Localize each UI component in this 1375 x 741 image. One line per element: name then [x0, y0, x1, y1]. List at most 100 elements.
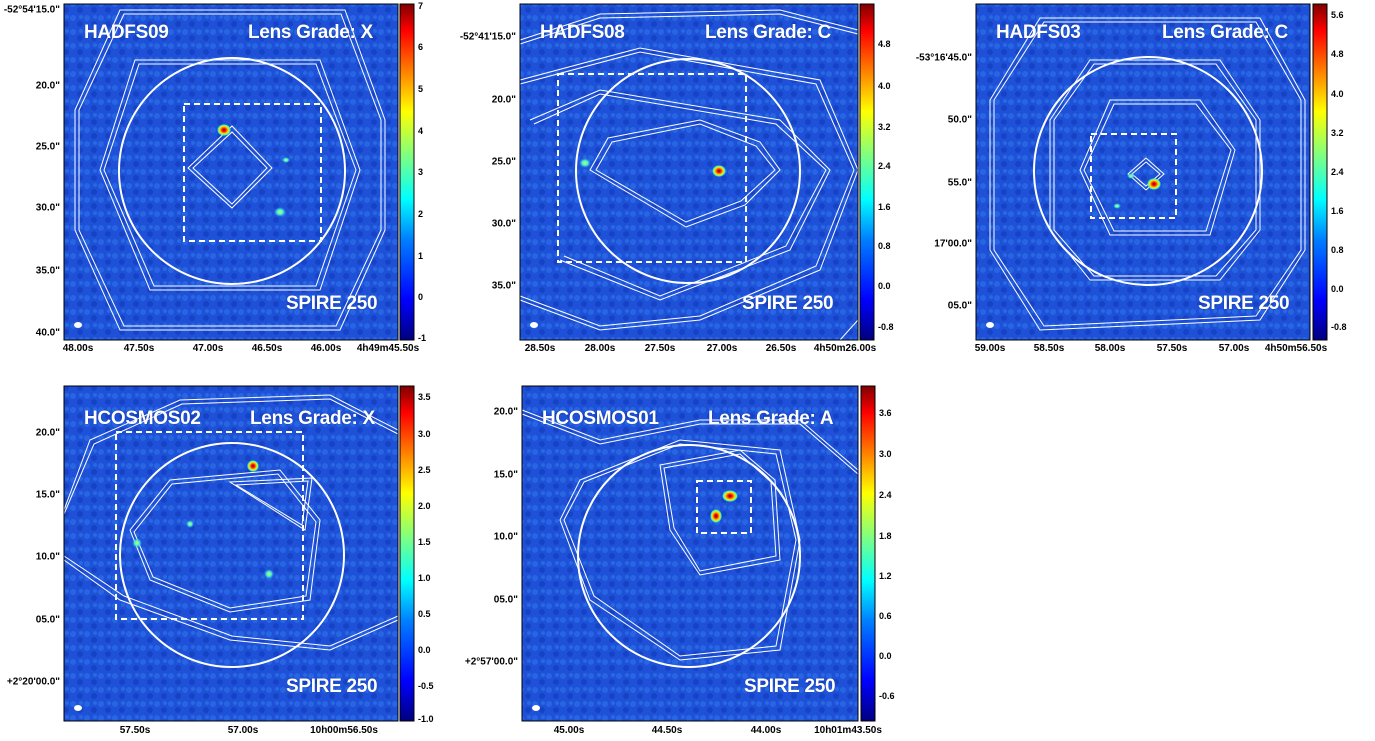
source-faint	[579, 158, 591, 168]
x-tick: 46.00s	[310, 343, 342, 354]
zoom-box	[115, 431, 304, 620]
colorbar-tick: 3.5	[418, 392, 431, 402]
colorbar	[860, 385, 876, 722]
colorbar-tick: 2	[418, 209, 424, 219]
source-peak	[217, 124, 231, 136]
beam-circle	[577, 444, 801, 668]
x-tick: 57.50s	[119, 725, 151, 736]
map-frame	[519, 3, 859, 341]
colorbar-tick: 1.6	[1331, 206, 1344, 216]
map-hadfs09	[63, 3, 415, 341]
x-tick: 4h50m26.00s	[813, 343, 877, 354]
beam-ellipse	[986, 322, 994, 328]
colorbar-tick: 1.8	[879, 531, 892, 541]
panel-hcosmos02: HCOSMOS02 Lens Grade: X SPIRE 250 20.0" …	[0, 0, 440, 741]
y-tick: 30.0"	[35, 202, 60, 214]
y-tick: 05.0"	[35, 614, 60, 626]
band-label: SPIRE 250	[742, 293, 834, 314]
x-tick: 47.50s	[123, 343, 155, 354]
colorbar	[1312, 3, 1328, 341]
y-tick: +2°57'00.0"	[464, 656, 518, 668]
source-faint	[132, 538, 142, 548]
colorbar	[399, 385, 415, 722]
contours	[521, 409, 859, 661]
colorbar-tick: 7	[418, 1, 424, 11]
map-frame	[975, 3, 1311, 341]
x-tick: 45.00s	[553, 725, 585, 736]
colorbar-tick: -0.8	[1331, 322, 1347, 332]
y-tick: 15.0"	[35, 489, 60, 501]
colorbar-tick: 5.6	[1331, 10, 1344, 20]
y-tick: 20.0"	[35, 80, 60, 92]
colorbar-tick: -1	[418, 333, 427, 343]
x-tick: 27.50s	[644, 343, 676, 354]
y-tick: 30.0"	[491, 218, 516, 230]
y-tick: 05.0"	[493, 594, 518, 606]
x-tick: 48.00s	[62, 343, 94, 354]
lens-grade: Lens Grade: X	[250, 408, 375, 429]
colorbar-tick: 4.0	[878, 81, 891, 91]
source-peak	[247, 460, 259, 472]
beam-circle	[575, 58, 801, 284]
colorbar-tick: 2.4	[879, 490, 892, 500]
zoom-box	[696, 480, 752, 534]
colorbar-tick: 4	[418, 126, 424, 136]
source-peak	[712, 165, 726, 177]
x-tick: 58.50s	[1033, 343, 1065, 354]
contours	[63, 394, 399, 651]
x-tick: 57.00s	[227, 725, 259, 736]
y-tick: 35.0"	[35, 265, 60, 277]
colorbar-tick: 3.0	[879, 449, 892, 459]
lens-grade: Lens Grade: A	[708, 408, 834, 429]
x-tick: 57.00s	[1218, 343, 1250, 354]
x-tick: 4h50m56.50s	[1264, 343, 1328, 354]
zoom-box	[183, 103, 322, 242]
map-frame	[521, 385, 859, 722]
y-tick: 15.0"	[493, 469, 518, 481]
contours	[989, 17, 1306, 331]
lens-grade: Lens Grade: X	[248, 22, 373, 43]
colorbar-tick: -1.0	[418, 714, 434, 724]
colorbar-tick: -0.8	[878, 322, 894, 332]
colorbar-tick: 1.2	[879, 571, 892, 581]
beam-ellipse	[74, 322, 82, 328]
source-faint	[186, 520, 194, 528]
y-tick: -52°41'15.0"	[459, 31, 516, 43]
source-peak	[710, 509, 722, 523]
beam-circle	[119, 442, 345, 668]
panel-hadfs03: HADFS03 Lens Grade: C SPIRE 250 -53°16'4…	[0, 0, 1375, 370]
x-tick: 57.50s	[1156, 343, 1188, 354]
y-tick: 10.0"	[493, 531, 518, 543]
colorbar-tick: 3.2	[1331, 128, 1344, 138]
colorbar-tick: -0.6	[879, 691, 895, 701]
y-tick: -53°16'45.0"	[915, 52, 972, 64]
x-tick: 28.00s	[584, 343, 616, 354]
panel-hadfs09: HADFS09 Lens Grade: X SPIRE 250 -52°54'1…	[0, 0, 440, 370]
lens-grade: Lens Grade: C	[1162, 22, 1288, 43]
x-tick: 28.50s	[524, 343, 556, 354]
source-name: HCOSMOS01	[542, 408, 659, 429]
source-faint	[264, 569, 274, 579]
beam-circle	[1033, 56, 1263, 286]
panel-hadfs08: HADFS08 Lens Grade: C SPIRE 250 -52°41'1…	[0, 0, 900, 370]
colorbar-tick: 3.6	[879, 408, 892, 418]
contours	[74, 9, 386, 331]
colorbar	[399, 3, 415, 341]
band-label: SPIRE 250	[744, 676, 836, 697]
y-tick: 55.0"	[947, 177, 972, 189]
x-tick: 47.00s	[192, 343, 224, 354]
x-tick: 44.00s	[750, 725, 782, 736]
band-label: SPIRE 250	[286, 293, 378, 314]
x-tick: 59.00s	[974, 343, 1006, 354]
x-tick: 58.00s	[1094, 343, 1126, 354]
beam-ellipse	[532, 705, 540, 711]
source-peak	[722, 490, 738, 502]
colorbar-tick: 1.5	[418, 537, 431, 547]
beam-ellipse	[74, 705, 82, 711]
x-tick: 26.50s	[765, 343, 797, 354]
zoom-box	[1090, 133, 1177, 219]
x-tick: 44.50s	[651, 725, 683, 736]
beam-ellipse	[530, 322, 538, 328]
colorbar-tick: 0.0	[878, 281, 891, 291]
band-label: SPIRE 250	[1198, 293, 1290, 314]
